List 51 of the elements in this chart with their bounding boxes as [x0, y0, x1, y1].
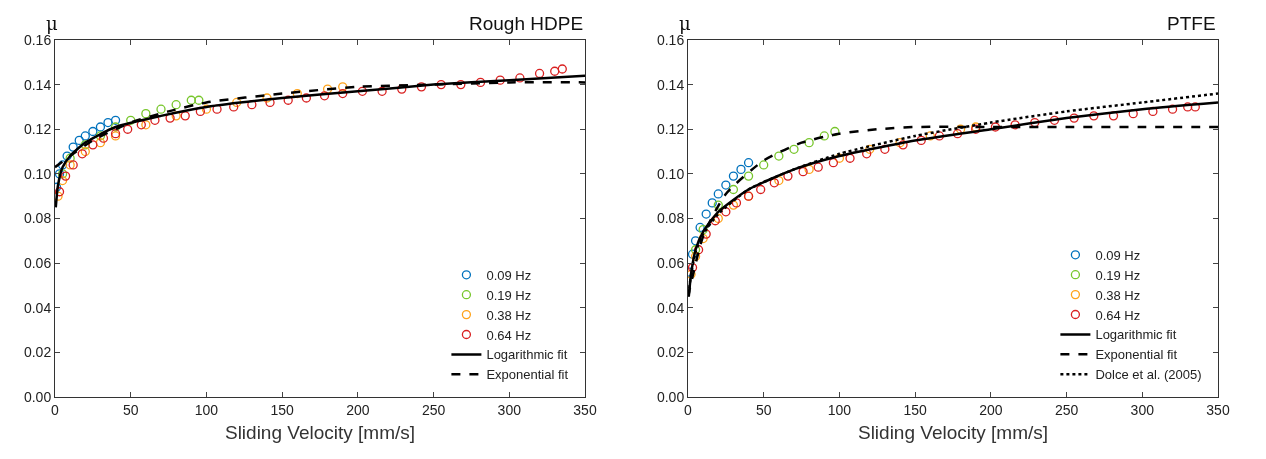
chart-title: Rough HDPE	[469, 13, 584, 34]
x-tick-label: 0	[684, 401, 693, 418]
x-tick-label: 150	[903, 401, 928, 418]
x-tick-label: 0	[51, 401, 60, 418]
y-tick-label: 0.02	[656, 344, 685, 361]
y-tick-label: 0.00	[23, 388, 52, 405]
legend-label: Logarithmic fit	[1095, 327, 1177, 343]
legend-label: Logarithmic fit	[486, 347, 568, 363]
legend-label: 0.64 Hz	[486, 327, 532, 343]
legend-label: Exponential fit	[486, 367, 569, 383]
chart-title: PTFE	[1167, 13, 1216, 34]
x-tick-label: 250	[1054, 401, 1079, 418]
y-tick-label: 0.02	[23, 344, 52, 361]
y-axis-title: μ	[46, 13, 58, 34]
x-tick-label: 100	[827, 401, 852, 418]
x-tick-label: 350	[573, 401, 597, 418]
x-tick-label: 350	[1206, 401, 1230, 418]
x-tick-label: 200	[346, 401, 370, 418]
legend-label: 0.19 Hz	[1095, 267, 1141, 283]
legend-label: 0.38 Hz	[1095, 287, 1141, 303]
x-tick-label: 300	[1130, 401, 1155, 418]
x-tick-label: 50	[755, 401, 772, 418]
y-axis-title: μ	[679, 13, 691, 34]
y-tick-label: 0.04	[656, 299, 685, 316]
y-tick-label: 0.12	[23, 121, 52, 138]
y-tick-label: 0.10	[23, 165, 52, 182]
x-tick-label: 250	[421, 401, 446, 418]
x-axis-title: Sliding Velocity [mm/s]	[224, 421, 416, 443]
y-tick-label: 0.06	[656, 255, 685, 272]
legend-label: 0.09 Hz	[1095, 247, 1141, 263]
y-tick-label: 0.14	[23, 76, 52, 93]
legend-label: 0.19 Hz	[486, 287, 532, 303]
legend-label: 0.38 Hz	[486, 307, 532, 323]
x-tick-label: 200	[979, 401, 1003, 418]
x-axis-title: Sliding Velocity [mm/s]	[857, 421, 1049, 443]
y-tick-label: 0.14	[656, 76, 685, 93]
legend-label: Dolce et al. (2005)	[1095, 367, 1202, 383]
x-tick-label: 150	[270, 401, 295, 418]
x-tick-label: 100	[194, 401, 219, 418]
x-tick-label: 50	[122, 401, 139, 418]
legend-label: 0.64 Hz	[1095, 307, 1141, 323]
x-tick-label: 300	[497, 401, 522, 418]
y-tick-label: 0.08	[23, 210, 52, 227]
y-tick-label: 0.08	[656, 210, 685, 227]
legend-label: Exponential fit	[1095, 347, 1178, 363]
y-tick-label: 0.10	[656, 165, 685, 182]
y-tick-label: 0.12	[656, 121, 685, 138]
y-tick-label: 0.04	[23, 299, 52, 316]
legend-label: 0.09 Hz	[486, 267, 532, 283]
y-tick-label: 0.06	[23, 255, 52, 272]
y-tick-label: 0.00	[656, 388, 685, 405]
